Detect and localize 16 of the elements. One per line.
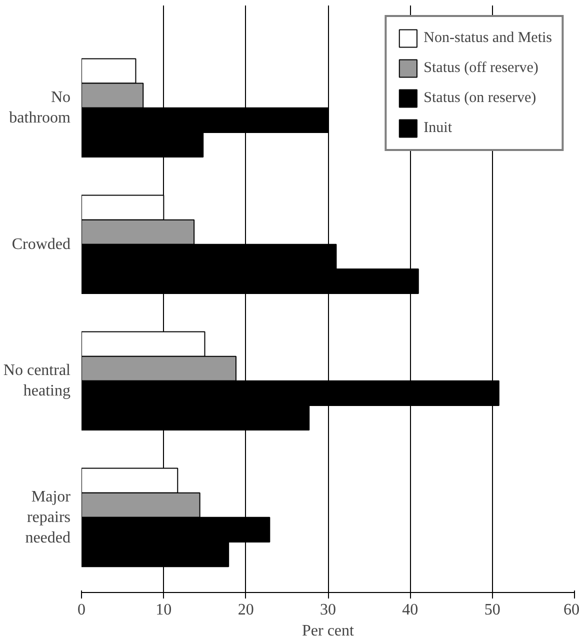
x-tick-label: 60 (564, 602, 579, 618)
x-tick-label: 20 (238, 602, 254, 618)
legend-label: Non-status and Metis (424, 30, 552, 46)
x-tick-label: 10 (156, 602, 172, 618)
x-tick-label: 50 (484, 602, 500, 618)
y-tick-label: No central heating (3, 362, 72, 400)
x-tick-label: 40 (402, 602, 418, 618)
y-tick-label: Major repairs needed (25, 488, 72, 546)
y-tick-label: Crowded (12, 236, 70, 253)
x-tick-label: 30 (320, 602, 336, 618)
legend-label: Status (on reserve) (424, 90, 536, 106)
y-tick-label: No bathroom (9, 89, 72, 127)
legend-label: Inuit (424, 120, 452, 136)
legend-label: Status (off reserve) (424, 60, 538, 76)
x-axis-title: Per cent (302, 622, 355, 640)
x-tick-label: 0 (78, 602, 86, 618)
